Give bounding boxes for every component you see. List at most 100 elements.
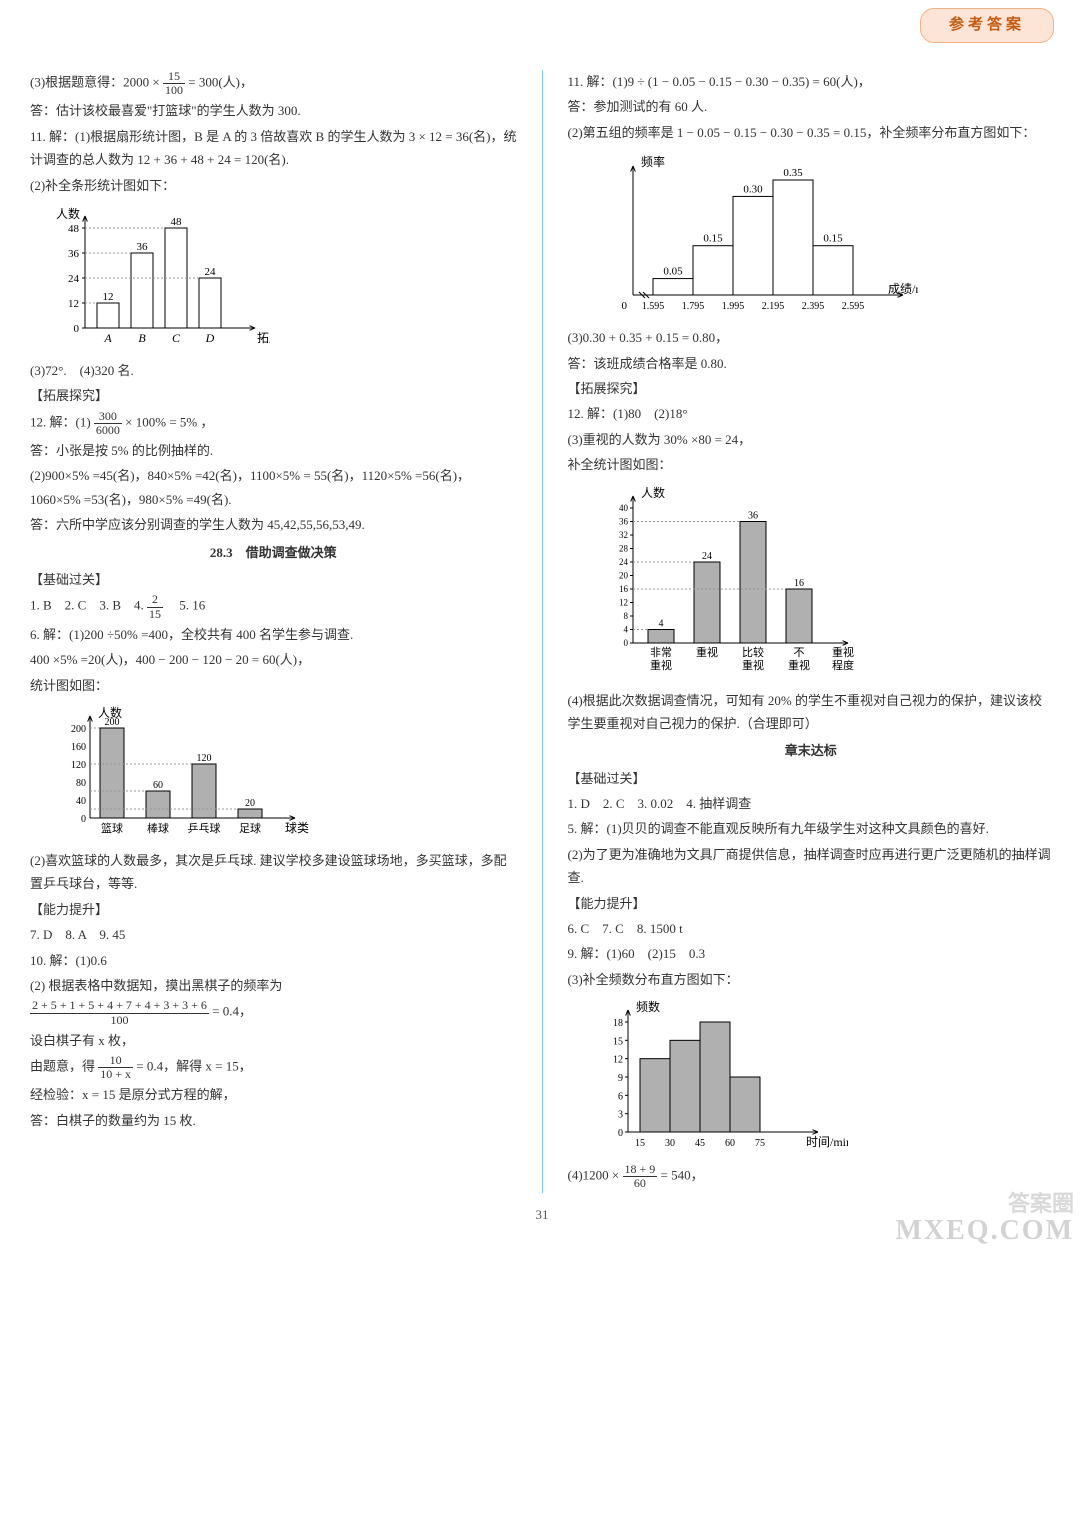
svg-text:1.595: 1.595 xyxy=(641,301,664,312)
svg-text:2.595: 2.595 xyxy=(841,301,864,312)
svg-text:36: 36 xyxy=(68,248,80,260)
text: 9. 解：(1)60 (2)15 0.3 xyxy=(568,942,1055,965)
svg-text:人数: 人数 xyxy=(641,485,665,500)
section-title: 章末达标 xyxy=(568,739,1055,762)
text: 【基础过关】 xyxy=(30,568,517,591)
svg-text:15: 15 xyxy=(635,1138,645,1149)
text: × 100% = 5% ， xyxy=(125,414,213,429)
text: (2)900×5% =45(名)，840×5% =42(名)，1100×5% =… xyxy=(30,464,517,511)
text: = 0.4，解得 x = 15， xyxy=(136,1059,251,1074)
text: 6. 解：(1)200 ÷50% =400，全校共有 400 名学生参与调查. xyxy=(30,623,517,646)
text: = 0.4， xyxy=(212,1004,252,1019)
svg-text:重视: 重视 xyxy=(832,645,854,659)
text: (2)喜欢篮球的人数最多，其次是乒乓球. 建议学校多建设篮球场地，多买篮球，多配… xyxy=(30,849,517,896)
svg-text:60: 60 xyxy=(725,1138,735,1149)
svg-text:24: 24 xyxy=(205,266,217,278)
column-divider xyxy=(542,70,543,1193)
chart-1: 人数拓展课程01224364812A36B48C24D xyxy=(50,203,517,353)
svg-text:40: 40 xyxy=(619,503,629,513)
svg-text:重视: 重视 xyxy=(742,658,764,672)
svg-text:B: B xyxy=(138,331,146,345)
svg-text:24: 24 xyxy=(702,551,712,562)
svg-text:16: 16 xyxy=(619,584,629,594)
text: (4)根据此次数据调查情况，可知有 20% 的学生不重视对自己视力的保护，建议该… xyxy=(568,689,1055,736)
svg-text:15: 15 xyxy=(613,1037,623,1048)
svg-text:0.35: 0.35 xyxy=(783,167,803,179)
svg-text:篮球: 篮球 xyxy=(101,821,123,835)
svg-text:200: 200 xyxy=(71,724,86,735)
svg-text:0.15: 0.15 xyxy=(703,233,723,245)
svg-text:20: 20 xyxy=(619,570,629,580)
svg-text:160: 160 xyxy=(71,742,86,753)
text: 12. 解：(1)80 (2)18° xyxy=(568,402,1055,425)
svg-text:2.195: 2.195 xyxy=(761,301,784,312)
svg-text:60: 60 xyxy=(153,780,163,791)
text: 10. 解：(1)0.6 xyxy=(30,949,517,972)
svg-text:9: 9 xyxy=(618,1073,623,1084)
svg-text:48: 48 xyxy=(171,216,183,228)
svg-text:18: 18 xyxy=(613,1018,623,1029)
svg-text:0.15: 0.15 xyxy=(823,233,843,245)
left-column: (3)根据题意得：2000 × 15100 = 300(人)， 答：估计该校最喜… xyxy=(30,70,517,1193)
svg-text:D: D xyxy=(205,331,215,345)
text: 经检验：x = 15 是原分式方程的解， xyxy=(30,1083,517,1106)
fraction: 2 + 5 + 1 + 5 + 4 + 7 + 4 + 3 + 3 + 6100 xyxy=(30,999,209,1026)
svg-text:0.05: 0.05 xyxy=(663,266,683,278)
svg-text:成绩/m: 成绩/m xyxy=(888,282,918,296)
svg-text:A: A xyxy=(103,331,112,345)
text: 答：估计该校最喜爱"打篮球"的学生人数为 300. xyxy=(30,99,517,122)
svg-text:12: 12 xyxy=(103,291,114,303)
text: 【能力提升】 xyxy=(30,898,517,921)
svg-text:不: 不 xyxy=(793,647,804,659)
svg-text:0: 0 xyxy=(623,638,628,648)
svg-text:2.395: 2.395 xyxy=(801,301,824,312)
text: = 300(人)， xyxy=(188,75,253,90)
svg-text:重视: 重视 xyxy=(788,658,810,672)
chart-4: 人数04812162024283236404非常重视24重视36比较重视16不重… xyxy=(588,483,1055,683)
svg-text:8: 8 xyxy=(623,611,628,621)
text: 12. 解：(1) xyxy=(30,414,91,429)
svg-text:1.995: 1.995 xyxy=(721,301,744,312)
svg-text:75: 75 xyxy=(755,1138,765,1149)
svg-text:6: 6 xyxy=(618,1092,623,1103)
svg-text:0: 0 xyxy=(81,814,86,825)
svg-text:1.795: 1.795 xyxy=(681,301,704,312)
svg-text:12: 12 xyxy=(613,1055,623,1066)
text: (4)1200 × xyxy=(568,1168,623,1183)
chart-5: 频数时间/min03691215181530456075 xyxy=(588,997,1055,1157)
text: 7. D 8. A 9. 45 xyxy=(30,923,517,946)
svg-text:12: 12 xyxy=(619,597,628,607)
svg-text:20: 20 xyxy=(245,798,255,809)
text: 补全统计图如图： xyxy=(568,453,1055,476)
text: 统计图如图： xyxy=(30,674,517,697)
svg-text:重视: 重视 xyxy=(696,645,718,659)
svg-text:非常: 非常 xyxy=(650,646,672,659)
text: 400 ×5% =20(人)，400 − 200 − 120 − 20 = 60… xyxy=(30,648,517,671)
text: 【拓展探究】 xyxy=(568,377,1055,400)
text: (3)根据题意得：2000 × xyxy=(30,75,163,90)
fraction: 3006000 xyxy=(94,410,122,437)
fraction: 215 xyxy=(147,593,163,620)
svg-text:0: 0 xyxy=(74,323,80,335)
svg-text:24: 24 xyxy=(68,273,80,285)
svg-text:程度: 程度 xyxy=(832,658,854,672)
svg-text:28: 28 xyxy=(619,543,629,553)
text: 设白棋子有 x 枚， xyxy=(30,1029,517,1052)
svg-text:重视: 重视 xyxy=(650,658,672,672)
svg-text:比较: 比较 xyxy=(742,645,764,659)
fraction: 15100 xyxy=(163,70,185,97)
text: (2)为了更为准确地为文具厂商提供信息，抽样调查时应再进行更广泛更随机的抽样调查… xyxy=(568,843,1055,890)
text: 5. 16 xyxy=(166,598,205,613)
svg-text:频数: 频数 xyxy=(636,999,660,1014)
svg-text:0.30: 0.30 xyxy=(743,184,763,196)
text: 1. D 2. C 3. 0.02 4. 抽样调查 xyxy=(568,792,1055,815)
text: 答：小张是按 5% 的比例抽样的. xyxy=(30,439,517,462)
text: (3)0.30 + 0.35 + 0.15 = 0.80， xyxy=(568,326,1055,349)
text: 5. 解：(1)贝贝的调查不能直观反映所有九年级学生对这种文具颜色的喜好. xyxy=(568,817,1055,840)
fraction: 18 + 960 xyxy=(623,1163,658,1190)
svg-text:40: 40 xyxy=(76,796,86,807)
svg-text:4: 4 xyxy=(658,618,663,629)
svg-text:200: 200 xyxy=(105,717,120,728)
svg-text:人数: 人数 xyxy=(56,206,80,221)
svg-text:120: 120 xyxy=(197,753,212,764)
